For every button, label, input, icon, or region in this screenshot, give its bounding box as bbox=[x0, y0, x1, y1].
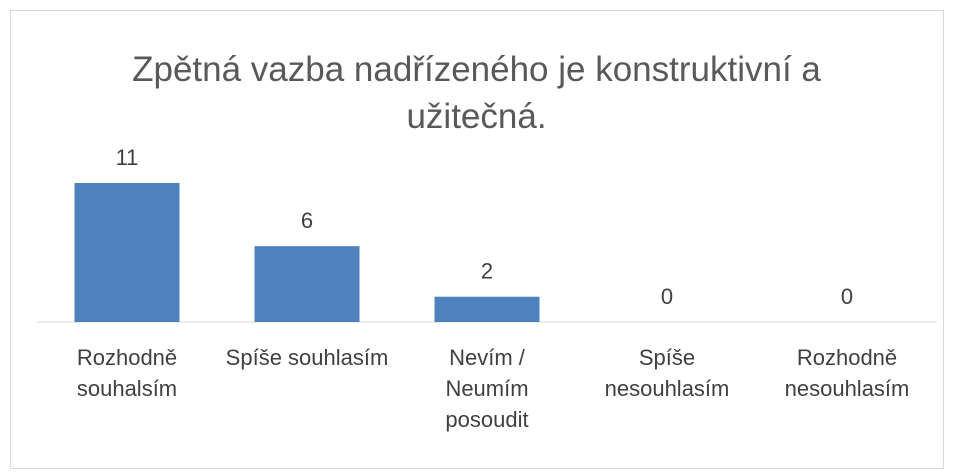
bar bbox=[254, 246, 360, 322]
chart-border bbox=[10, 10, 944, 469]
bar bbox=[434, 296, 540, 322]
x-tick-label: Spíše souhlasím bbox=[225, 345, 389, 370]
x-tick-label: Spíše nesouhlasím bbox=[604, 345, 730, 401]
x-tick-label: Rozhodně souhalsím bbox=[76, 345, 178, 401]
value-label: 2 bbox=[481, 259, 493, 284]
chart-title: Zpětná vazba nadřízeného je konstruktivn… bbox=[132, 50, 821, 136]
value-label: 6 bbox=[301, 208, 313, 233]
x-tick-label: Rozhodně nesouhlasím bbox=[784, 345, 910, 401]
value-label: 0 bbox=[661, 284, 673, 309]
value-label: 11 bbox=[116, 145, 139, 170]
bar bbox=[74, 183, 180, 322]
value-label: 0 bbox=[841, 284, 853, 309]
x-tick-label: Nevím / Neumím posoudit bbox=[445, 345, 529, 432]
